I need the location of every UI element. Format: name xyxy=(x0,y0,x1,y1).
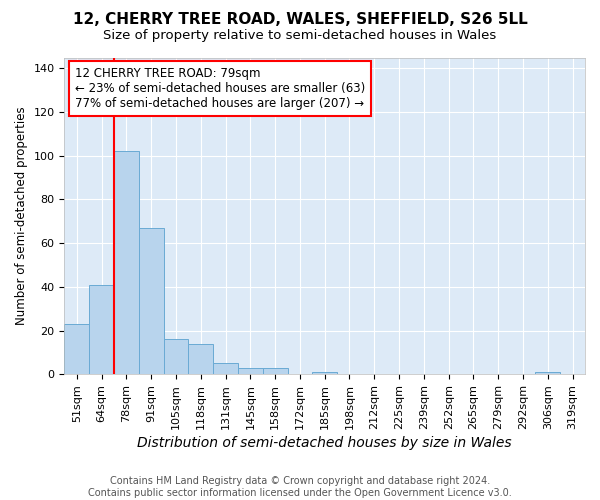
Bar xyxy=(139,228,164,374)
Bar xyxy=(263,368,287,374)
Bar xyxy=(64,324,89,374)
Bar xyxy=(164,340,188,374)
Bar xyxy=(188,344,213,374)
Bar xyxy=(89,284,114,374)
Y-axis label: Number of semi-detached properties: Number of semi-detached properties xyxy=(15,106,28,325)
Text: 12 CHERRY TREE ROAD: 79sqm
← 23% of semi-detached houses are smaller (63)
77% of: 12 CHERRY TREE ROAD: 79sqm ← 23% of semi… xyxy=(75,67,365,110)
Text: Size of property relative to semi-detached houses in Wales: Size of property relative to semi-detach… xyxy=(103,29,497,42)
Bar xyxy=(313,372,337,374)
Bar xyxy=(535,372,560,374)
X-axis label: Distribution of semi-detached houses by size in Wales: Distribution of semi-detached houses by … xyxy=(137,436,512,450)
Text: Contains HM Land Registry data © Crown copyright and database right 2024.
Contai: Contains HM Land Registry data © Crown c… xyxy=(88,476,512,498)
Bar xyxy=(114,152,139,374)
Bar xyxy=(238,368,263,374)
Text: 12, CHERRY TREE ROAD, WALES, SHEFFIELD, S26 5LL: 12, CHERRY TREE ROAD, WALES, SHEFFIELD, … xyxy=(73,12,527,28)
Bar xyxy=(213,364,238,374)
